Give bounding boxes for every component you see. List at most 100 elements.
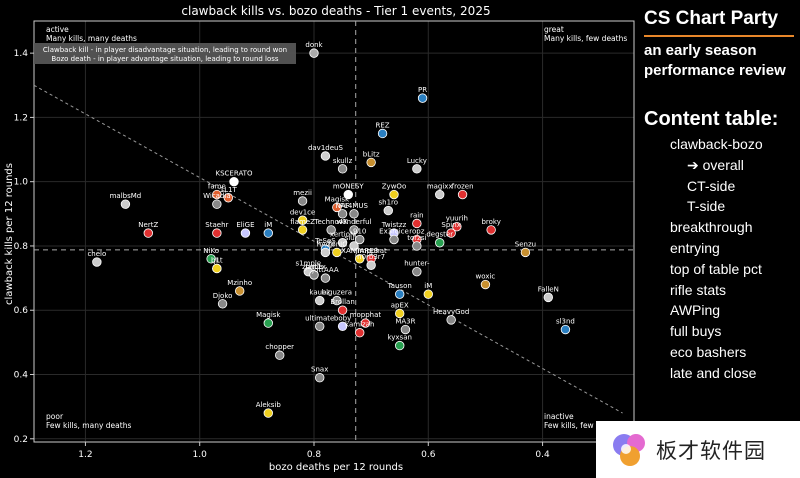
point-label: KSCERATO bbox=[216, 170, 253, 178]
data-point bbox=[332, 247, 342, 258]
point-label: ZywOo bbox=[382, 183, 406, 191]
toc-item-breakthrough[interactable]: breakthrough bbox=[670, 219, 753, 236]
axes: 1.2 1.0 0.8 0.6 0.4 0.2 0.4 0.6 0.8 1.0 1.2 1.4 bbox=[14, 20, 635, 460]
point-label: dav1deuS bbox=[308, 144, 344, 152]
definition-line: Clawback kill - in player disadvantage s… bbox=[43, 46, 287, 54]
toc-item-awping[interactable]: AWPing bbox=[670, 302, 721, 319]
point-label: hunter- bbox=[404, 260, 430, 268]
point-label: yuurih bbox=[446, 215, 468, 223]
data-point bbox=[332, 295, 342, 306]
point-label: xertioN bbox=[330, 231, 355, 239]
point-label: Magisk bbox=[256, 311, 281, 319]
scatter-chart: clawback kills vs. bozo deaths - Tier 1 … bbox=[4, 4, 635, 473]
point-label: broky bbox=[481, 218, 500, 226]
data-point bbox=[349, 225, 359, 235]
brand-title: CS Chart Party bbox=[644, 8, 779, 29]
subtitle-line-2: performance review bbox=[644, 62, 786, 79]
point-label: TeSeS bbox=[314, 237, 336, 245]
quadrant-title: inactive bbox=[544, 412, 574, 421]
point-label: ultimate bbox=[305, 314, 334, 322]
point-label: magixx bbox=[427, 183, 453, 191]
point-label: apEX bbox=[391, 301, 409, 309]
data-point bbox=[395, 289, 405, 299]
toc-item-clawback-bozo[interactable]: clawback-bozo bbox=[670, 136, 763, 152]
brand-underline bbox=[644, 35, 794, 37]
point-label: Snax bbox=[311, 366, 328, 374]
toc-item-entrying[interactable]: entrying bbox=[670, 239, 720, 256]
data-point bbox=[92, 257, 102, 267]
definition-box: Clawback kill - in player disadvantage s… bbox=[34, 43, 296, 64]
data-point bbox=[297, 215, 308, 225]
point-label: sl3nd bbox=[556, 318, 575, 326]
quadrant-desc: Few kills, few deaths bbox=[544, 421, 622, 430]
toc-item-overall[interactable]: ➔ overall bbox=[687, 156, 744, 173]
point-label: chelo bbox=[87, 250, 106, 258]
point-label: iM bbox=[424, 282, 432, 290]
data-point bbox=[480, 279, 491, 290]
data-point bbox=[355, 328, 365, 338]
point-label: malbsMd bbox=[110, 192, 142, 200]
point-label: Aleksib bbox=[256, 401, 282, 409]
chart-title: clawback kills vs. bozo deaths - Tier 1 … bbox=[181, 4, 490, 18]
data-point bbox=[543, 292, 553, 303]
point-label: torzsi bbox=[407, 234, 426, 242]
point-label: NertZ bbox=[138, 221, 158, 229]
quadrant-desc: Many kills, few deaths bbox=[544, 34, 627, 43]
data-point bbox=[263, 408, 273, 418]
point-label: Mzinho bbox=[227, 279, 252, 287]
toc-item-full-buys[interactable]: full buys bbox=[670, 323, 722, 340]
toc-item-ct-side[interactable]: CT-side bbox=[687, 177, 736, 194]
watermark: 板才软件园 bbox=[596, 421, 800, 478]
point-label: w0nderful bbox=[336, 218, 371, 226]
point-label: Tauson bbox=[387, 282, 412, 290]
data-point bbox=[355, 254, 365, 264]
toc-item-top-of-table-pct[interactable]: top of table pct bbox=[670, 260, 762, 277]
point-label: Jame bbox=[304, 263, 322, 271]
toc-item-eco-bashers[interactable]: eco bashers bbox=[670, 343, 747, 360]
data-point bbox=[309, 48, 319, 58]
point-label: donk bbox=[305, 41, 323, 49]
point-label: Ex3rcice bbox=[379, 228, 409, 236]
data-point bbox=[400, 324, 411, 335]
point-label: FL4MUS bbox=[340, 202, 369, 210]
watermark-text: 板才软件园 bbox=[656, 439, 766, 463]
data-point bbox=[457, 189, 468, 200]
data-point bbox=[315, 295, 325, 306]
x-axis-label: bozo deaths per 12 rounds bbox=[269, 462, 403, 473]
data-point bbox=[206, 254, 216, 264]
point-label: dev1ce bbox=[290, 208, 316, 216]
toc-item-late-and-close[interactable]: late and close bbox=[670, 364, 757, 381]
point-label: mONESY bbox=[333, 183, 364, 191]
point-label: Wicadia bbox=[203, 192, 231, 200]
point-label: ZonIC bbox=[327, 240, 348, 248]
sidebar: CS Chart Party an early season performan… bbox=[638, 0, 800, 478]
point-label: Djoko bbox=[213, 292, 233, 300]
data-point bbox=[412, 241, 422, 251]
data-point bbox=[217, 299, 228, 309]
data-point bbox=[315, 321, 325, 332]
point-label: boby bbox=[334, 314, 351, 322]
data-point bbox=[366, 157, 376, 168]
data-point bbox=[377, 128, 388, 139]
quadrant-desc: Few kills, many deaths bbox=[46, 421, 131, 430]
grid-lines bbox=[34, 21, 634, 442]
data-point bbox=[120, 199, 131, 209]
quadrant-title: great bbox=[544, 25, 564, 34]
point-label: PR bbox=[418, 86, 427, 94]
toc-item-rifle-stats[interactable]: rifle stats bbox=[670, 281, 727, 298]
data-point bbox=[435, 189, 445, 200]
point-label: zont1x bbox=[302, 263, 326, 271]
data-point bbox=[297, 196, 308, 206]
data-point bbox=[229, 176, 239, 187]
point-label: frozen bbox=[452, 183, 474, 191]
data-points: donk PR REZ dav1deuS bLitz skullz Lucky KSCERAT… bbox=[87, 41, 575, 418]
data-point bbox=[343, 189, 353, 200]
y-tick-label: 0.4 bbox=[14, 371, 29, 381]
data-point bbox=[435, 238, 445, 248]
point-label: Brollan bbox=[330, 298, 354, 306]
point-label: Techno4K bbox=[313, 218, 348, 226]
point-label: Senzu bbox=[515, 240, 536, 248]
toc-item-t-side[interactable]: T-side bbox=[687, 198, 726, 215]
point-label: rain bbox=[410, 211, 424, 219]
point-label: b1t bbox=[211, 256, 223, 264]
